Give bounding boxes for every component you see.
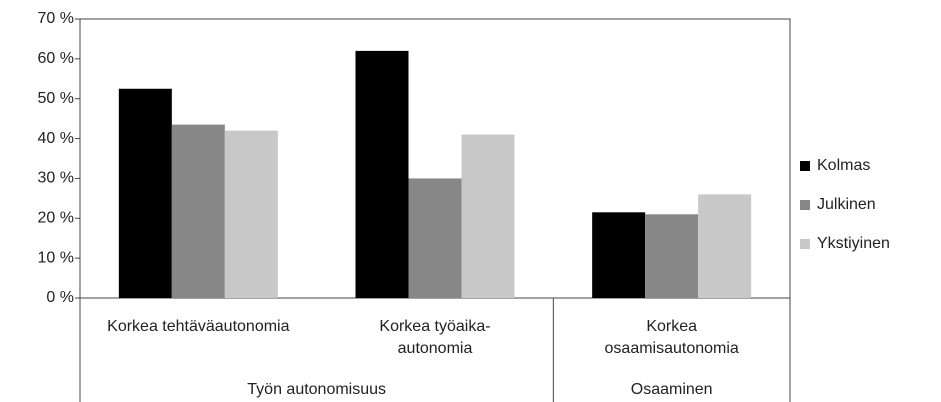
x-tick-label: Korkea tehtäväautonomia [107, 318, 289, 335]
x-tick-label: Korkea työaika- [379, 318, 490, 335]
x-tick-label: osaamisautonomia [605, 340, 739, 357]
y-tick-label: 70 % [38, 10, 74, 27]
group-label: Osaaminen [631, 381, 713, 398]
group-label: Työn autonomisuus [247, 381, 386, 398]
bar [461, 134, 515, 298]
y-tick-label: 40 % [38, 130, 74, 147]
y-tick-label: 60 % [38, 50, 74, 67]
x-tick-label: Korkea [646, 318, 697, 335]
bar [698, 194, 752, 298]
bar [224, 130, 278, 298]
legend-swatch [800, 161, 810, 171]
legend-swatch [800, 239, 810, 249]
y-tick-label: 50 % [38, 90, 74, 107]
bar [355, 50, 409, 299]
y-tick-label: 10 % [38, 249, 74, 266]
legend-label: Kolmas [817, 157, 870, 174]
bar [118, 88, 172, 298]
bar [645, 214, 699, 298]
legend-label: Julkinen [817, 196, 876, 213]
bar [171, 124, 225, 298]
legend-label: Ykstiyinen [817, 235, 890, 252]
y-tick-label: 0 % [46, 289, 74, 306]
bar [408, 178, 462, 298]
x-tick-label: autonomia [398, 340, 473, 357]
legend-swatch [800, 200, 810, 210]
y-tick-label: 20 % [38, 210, 74, 227]
bar [592, 212, 646, 298]
y-tick-label: 30 % [38, 170, 74, 187]
